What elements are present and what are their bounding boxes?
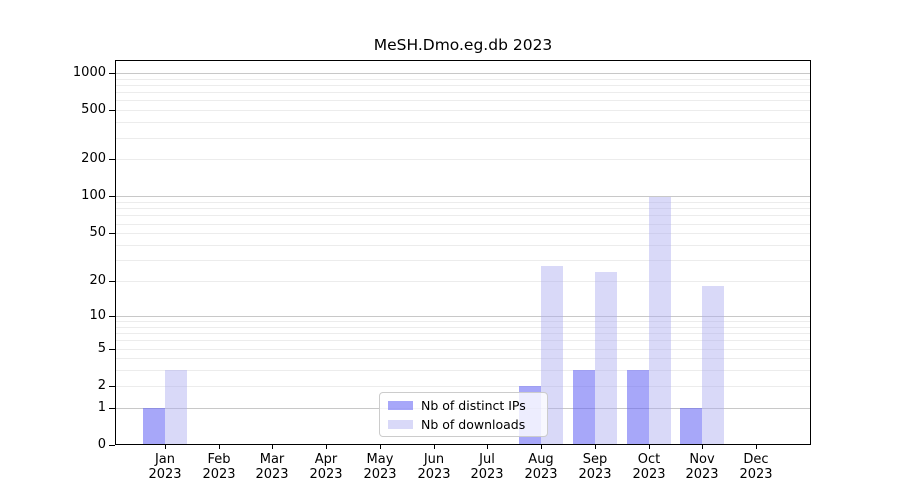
y-tick-label: 100 <box>81 188 106 203</box>
gridline-minor <box>116 159 810 160</box>
gridline-major <box>116 316 810 317</box>
x-tick-label: Apr 2023 <box>309 452 343 482</box>
x-tick-mark <box>434 445 435 449</box>
y-tick-label: 10 <box>89 308 106 323</box>
gridline-minor <box>116 224 810 225</box>
x-tick-label: Jan 2023 <box>148 452 182 482</box>
gridline-minor <box>116 138 810 139</box>
bar-nb-of-distinct-ips <box>572 370 595 444</box>
y-tick-label: 1 <box>97 400 106 415</box>
x-tick-mark <box>219 445 220 449</box>
x-tick-mark <box>756 445 757 449</box>
y-tick-label: 500 <box>81 102 106 117</box>
gridline-minor <box>116 340 810 341</box>
x-tick-label: Mar 2023 <box>255 452 289 482</box>
x-tick-mark <box>165 445 166 449</box>
legend-label-distinct-ips: Nb of distinct IPs <box>421 398 526 413</box>
plot-border <box>115 60 811 445</box>
bar-nb-of-distinct-ips <box>626 370 649 444</box>
y-tick-label: 50 <box>89 225 106 240</box>
legend-item-downloads: Nb of downloads <box>388 415 547 434</box>
gridline-minor <box>116 233 810 234</box>
bar-nb-of-downloads <box>165 370 187 444</box>
x-tick-mark <box>595 445 596 449</box>
x-tick-label: Sep 2023 <box>578 452 612 482</box>
gridline-minor <box>116 358 810 359</box>
gridline-major <box>116 73 810 74</box>
x-tick-label: Dec 2023 <box>739 452 773 482</box>
gridline-minor <box>116 386 810 387</box>
y-tick-mark <box>109 408 115 409</box>
y-tick-mark <box>109 349 115 350</box>
gridline-minor <box>116 100 810 101</box>
gridline-minor <box>116 327 810 328</box>
gridline-minor <box>116 208 810 209</box>
x-tick-mark <box>649 445 650 449</box>
gridline-minor <box>116 333 810 334</box>
bar-nb-of-downloads <box>702 286 725 444</box>
gridline-minor <box>116 215 810 216</box>
gridline-minor <box>116 110 810 111</box>
legend-swatch-downloads-icon <box>388 420 413 429</box>
x-tick-label: Jul 2023 <box>470 452 504 482</box>
legend-swatch-distinct-ips-icon <box>388 401 413 410</box>
x-tick-label: Feb 2023 <box>202 452 236 482</box>
legend-label-downloads: Nb of downloads <box>421 417 526 432</box>
y-tick-mark <box>109 159 115 160</box>
gridline-minor <box>116 79 810 80</box>
gridline-minor <box>116 260 810 261</box>
gridline-minor <box>116 85 810 86</box>
x-tick-mark <box>272 445 273 449</box>
gridline-minor <box>116 370 810 371</box>
gridline-major <box>116 196 810 197</box>
x-tick-mark <box>702 445 703 449</box>
y-tick-label: 1000 <box>72 65 106 80</box>
x-tick-mark <box>541 445 542 449</box>
bar-nb-of-distinct-ips <box>143 407 165 444</box>
gridline-minor <box>116 92 810 93</box>
gridline-minor <box>116 122 810 123</box>
x-tick-label: Nov 2023 <box>685 452 719 482</box>
bar-nb-of-downloads <box>648 196 671 444</box>
y-tick-mark <box>109 281 115 282</box>
x-tick-label: May 2023 <box>363 452 397 482</box>
chart-title: MeSH.Dmo.eg.db 2023 <box>373 36 553 54</box>
gridline-minor <box>116 245 810 246</box>
y-tick-label: 5 <box>97 341 106 356</box>
y-tick-mark <box>109 196 115 197</box>
x-tick-mark <box>487 445 488 449</box>
legend: Nb of distinct IPs Nb of downloads <box>379 392 548 437</box>
y-tick-mark <box>109 233 115 234</box>
gridline-minor <box>116 202 810 203</box>
gridline-minor <box>116 349 810 350</box>
y-tick-label: 0 <box>97 437 106 452</box>
x-tick-label: Jun 2023 <box>417 452 451 482</box>
y-tick-mark <box>109 445 115 446</box>
legend-item-distinct-ips: Nb of distinct IPs <box>388 396 547 415</box>
x-tick-label: Aug 2023 <box>524 452 558 482</box>
x-tick-mark <box>380 445 381 449</box>
bar-nb-of-downloads <box>594 271 617 444</box>
bar-nb-of-distinct-ips <box>680 407 703 444</box>
gridline-minor <box>116 281 810 282</box>
x-tick-mark <box>326 445 327 449</box>
y-tick-label: 200 <box>81 151 106 166</box>
x-tick-label: Oct 2023 <box>632 452 666 482</box>
y-tick-label: 2 <box>97 378 106 393</box>
y-tick-mark <box>109 110 115 111</box>
y-tick-mark <box>109 73 115 74</box>
gridline-minor <box>116 321 810 322</box>
y-tick-mark <box>109 316 115 317</box>
y-tick-label: 20 <box>89 273 106 288</box>
y-tick-mark <box>109 386 115 387</box>
